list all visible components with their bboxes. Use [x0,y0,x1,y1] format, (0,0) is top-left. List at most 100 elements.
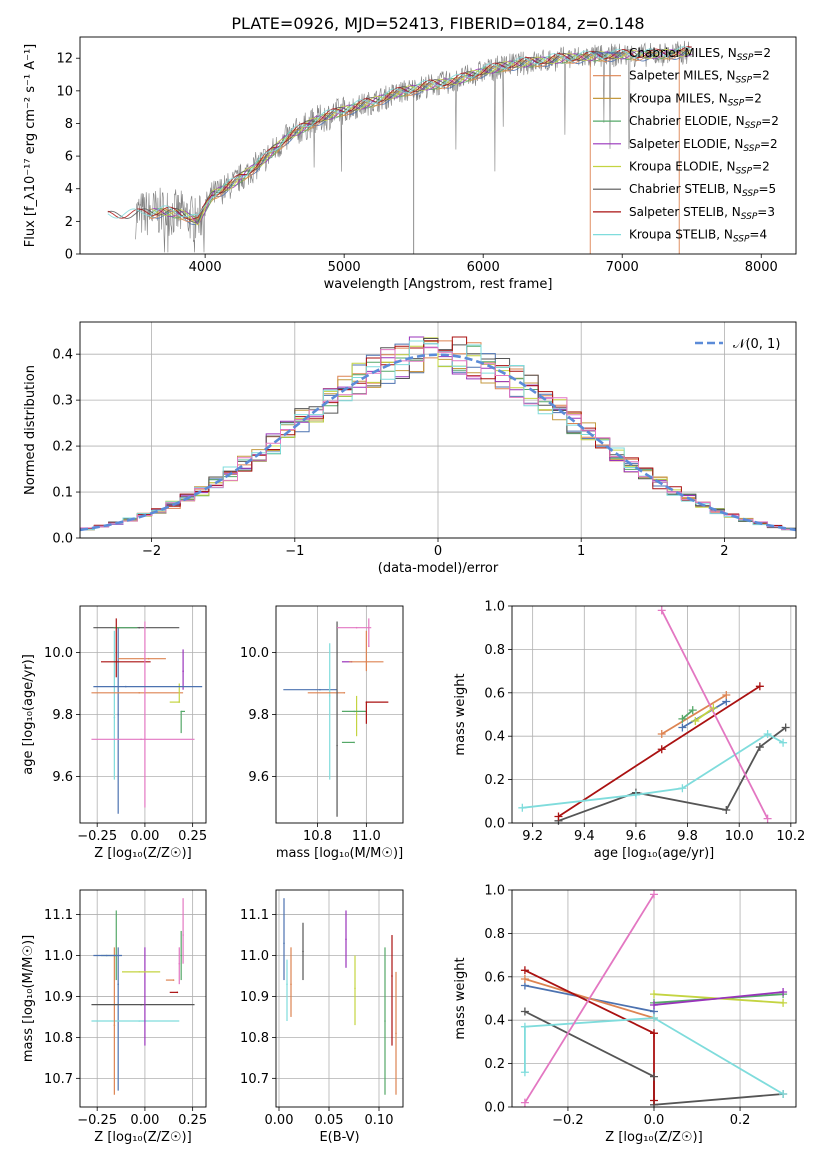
data-point [336,744,338,747]
panel-age-mass: 10.8 11.0 9.6 9.8 10.0 mass [log₁₀(M/M☉)] [240,605,404,861]
plot-area [80,336,796,532]
y-tick-label: 9.8 [248,708,269,723]
series-marker [520,1022,529,1031]
panel-weight-age: 9.2 9.4 9.6 9.8 10.0 10.2 0.0 0.2 0.4 0.6 0.8 1.0 ag… [453,600,805,862]
data-point [176,991,179,994]
y-tick-label: 0.2 [52,440,73,455]
y-tick-label: 11.1 [240,908,269,923]
data-point [113,626,116,629]
panel-mass-ebv: 0.00 0.05 0.10 10.7 10.8 10.9 11.0 11.1 E(B-V) [240,889,404,1145]
series-marker [678,784,687,793]
plot-area [107,40,693,254]
panel-weight-Z: −0.2 0.0 0.2 0.0 0.2 0.4 0.6 0.8 1.0 Z [log₁₀(Z/Z… [453,884,797,1145]
series-marker [678,714,687,723]
series-marker [688,706,697,715]
x-tick-label: 0.25 [178,829,207,844]
data-point [117,713,119,716]
series-marker [781,723,790,732]
series-marker [650,890,658,899]
axes: 4000 5000 6000 7000 8000 0 2 4 6 8 10 12 wavelength … [23,44,778,292]
series-marker [520,1098,529,1107]
model-line-9 [107,46,692,219]
legend-label: Chabrier MILES, NSSP=2 [629,46,771,63]
y-tick-label: 0.4 [484,1014,505,1029]
y-tick-label: 10.7 [44,1072,73,1087]
y-tick-label: 4 [65,182,73,197]
y-tick-label: 11.1 [44,908,73,923]
x-tick-label: −0.25 [77,1113,117,1128]
data-point [178,962,181,965]
x-axis-label: Z [log₁₀(Z/Z☉)] [94,846,191,861]
data-point [138,971,140,973]
y-tick-label: 9.6 [248,770,269,785]
data-point [182,934,184,936]
data-point [353,741,355,744]
y-tick-label: 1.0 [484,600,505,615]
data-point [353,710,355,713]
y-tick-label: 10.7 [240,1072,269,1087]
series-marker [657,745,666,754]
x-tick-label: −0.25 [77,829,117,844]
y-tick-label: 0.0 [484,817,505,832]
data-point [138,692,140,694]
x-tick-label: 0.00 [265,1113,294,1128]
data-point [105,954,108,957]
legend-label: Kroupa STELIB, NSSP=4 [629,228,767,245]
y-tick-label: 9.6 [52,770,73,785]
axes-frame [511,605,797,824]
panel-residuals: −2 −1 0 1 2 0.0 0.1 0.2 0.3 0.4 (data-model)/error… [23,321,797,576]
series-marker [779,1089,788,1098]
y-axis-label: mass weight [453,673,468,755]
series-line-5 [653,991,784,1006]
data-point [117,983,119,985]
data-point [140,738,142,741]
y-tick-label: 0.4 [52,348,73,363]
data-point [180,954,182,957]
series-line-3 [681,709,694,720]
x-tick-label: 9.4 [574,829,595,844]
series-marker [779,738,788,747]
series-line-8 [524,1017,784,1095]
axes: 10.8 11.0 9.6 9.8 10.0 mass [log₁₀(M/M☉)] [240,646,403,861]
series-marker [779,998,788,1007]
x-tick-label: 7000 [606,260,639,275]
residual-legend: 𝒩(0, 1) [695,337,780,352]
spectrum-data-line [135,40,690,253]
x-tick-label: 2 [720,544,728,559]
plot-area [283,898,397,1095]
data-point [138,626,140,629]
y-tick-label: 10.8 [240,1031,269,1046]
x-tick-label: 6000 [467,260,500,275]
series-marker [650,1029,658,1038]
legend-label: 𝒩(0, 1) [733,337,780,352]
series-marker [722,690,731,699]
x-tick-label: 9.6 [626,829,647,844]
data-point [365,661,368,663]
data-point [283,942,285,945]
data-point [290,983,292,985]
data-point [115,661,118,663]
series-marker [763,730,772,739]
y-axis-label: age [log₁₀(age/yr)] [21,654,36,775]
axes-frame [79,889,207,1108]
y-tick-label: 10.0 [240,646,269,661]
series-marker [650,990,658,999]
x-tick-label: 5000 [328,260,361,275]
x-tick-label: 11.0 [352,829,381,844]
axes-frame [79,36,797,255]
x-tick-label: 9.8 [677,829,698,844]
x-tick-label: 0.00 [130,829,159,844]
x-tick-label: −1 [285,544,304,559]
y-tick-label: 0.6 [484,970,505,985]
series-marker [691,717,700,726]
series-marker [657,606,666,615]
y-tick-label: 0.6 [484,686,505,701]
legend-label: Salpeter STELIB, NSSP=3 [629,205,775,222]
panel-age-Z: −0.25 0.00 0.25 9.6 9.8 10.0 Z [log₁₀(Z/Z☉)] ag… [21,605,207,861]
panel-mass-Z: −0.25 0.00 0.25 10.7 10.8 10.9 11.0 11.1 Z [log₁… [21,889,207,1145]
x-axis-label: mass [log₁₀(M/M☉)] [276,846,403,861]
data-point [125,685,127,688]
y-tick-label: 0.0 [484,1101,505,1116]
series-marker [779,987,788,996]
